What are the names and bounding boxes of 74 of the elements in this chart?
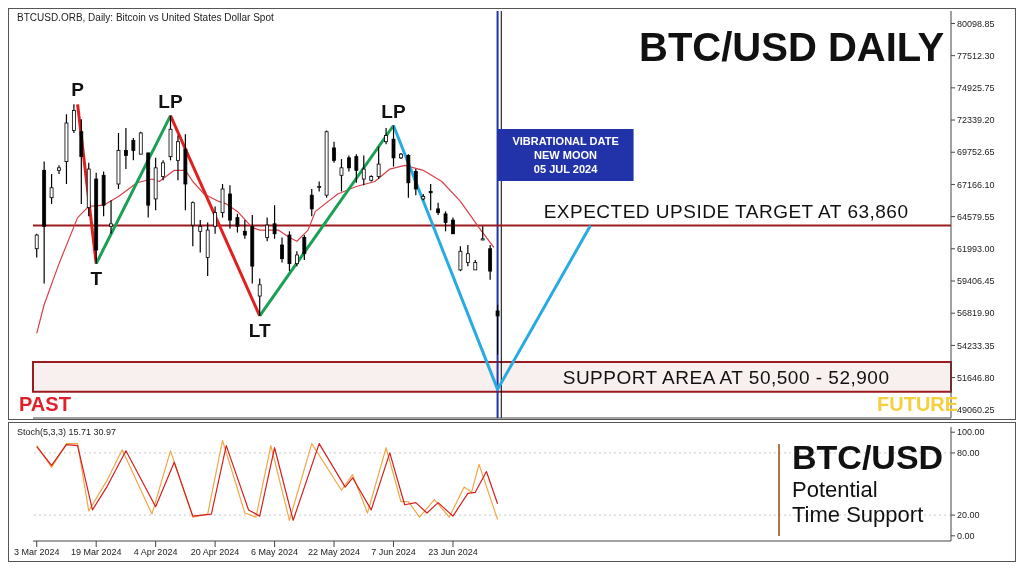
- x-tick-label: 19 Mar 2024: [70, 547, 122, 558]
- candlestick: [339, 158, 344, 193]
- candlestick: [265, 217, 270, 242]
- candlestick: [436, 202, 441, 216]
- candlestick: [124, 127, 128, 170]
- candlestick: [391, 124, 396, 168]
- ref-line-label: EXPECTED UPSIDE TARGET AT 63,860: [543, 200, 909, 222]
- candlestick: [176, 134, 180, 181]
- y-tick-label: 54233.35: [957, 340, 995, 351]
- x-tick-label: 7 Jun 2024: [371, 547, 416, 558]
- y-tick-label: 80.00: [957, 448, 980, 459]
- y-tick-label: 20.00: [957, 510, 980, 521]
- y-tick-label: 64579.55: [957, 211, 995, 222]
- candlestick: [198, 219, 203, 254]
- candlestick: [332, 141, 336, 164]
- x-tick-label: 20 Apr 2024: [190, 547, 240, 558]
- candlestick: [242, 219, 247, 240]
- candlestick: [413, 168, 418, 196]
- candlestick: [465, 244, 470, 267]
- candlestick: [71, 103, 76, 134]
- candlestick: [272, 204, 277, 240]
- candlestick: [458, 245, 463, 272]
- chart-title: Stoch(5,3,3) 15.71 30.97: [17, 427, 117, 437]
- candlestick: [354, 153, 359, 184]
- annotation: P: [71, 79, 85, 101]
- annotation: LT: [248, 320, 271, 342]
- y-tick-label: 67166.10: [957, 179, 995, 190]
- candlestick: [220, 183, 225, 219]
- candlestick: [57, 164, 61, 175]
- annotation: LP: [381, 100, 406, 122]
- candlestick: [443, 210, 448, 232]
- candlestick: [384, 127, 388, 145]
- candlestick: [109, 199, 113, 235]
- y-tick-label: 100.00: [957, 427, 985, 438]
- candlestick: [161, 159, 165, 181]
- candlestick: [257, 278, 262, 317]
- candlestick: [280, 236, 284, 264]
- chart-title: BTC/USD DAILY: [639, 25, 945, 70]
- x-tick-label: 3 Mar 2024: [13, 547, 60, 558]
- y-tick-label: 69752.65: [957, 147, 995, 158]
- annotation: PAST: [19, 393, 71, 416]
- y-tick-label: 80098.85: [957, 18, 995, 29]
- candlestick: [190, 200, 195, 247]
- candlestick: [49, 173, 54, 205]
- y-tick-label: 49060.25: [957, 404, 995, 415]
- candlestick: [302, 234, 307, 261]
- candlestick: [309, 188, 314, 217]
- annotation: Time Support: [792, 502, 925, 528]
- chart-subtitle: BTCUSD.ORB, Daily: Bitcoin vs United States Dollar Spot: [17, 12, 274, 23]
- x-tick-label: 23 Jun 2024: [428, 547, 478, 558]
- candlestick: [235, 213, 240, 234]
- ref-line-label: VIBRATIONAL DATE NEW MOON 05 JUL 2024: [512, 135, 619, 175]
- annotation: BTC/USD: [792, 438, 944, 478]
- x-tick-label: 6 May 2024: [251, 547, 299, 558]
- candlestick: [213, 205, 218, 235]
- annotation: T: [90, 268, 103, 290]
- y-tick-label: 74925.75: [957, 83, 995, 94]
- y-tick-label: 72339.20: [957, 115, 995, 126]
- annotation: LP: [158, 90, 183, 112]
- band-label: SUPPORT AREA AT 50,500 - 52,900: [562, 366, 890, 388]
- candlestick: [376, 146, 381, 180]
- y-tick-label: 77512.30: [957, 50, 995, 61]
- x-tick-label: 22 May 2024: [308, 547, 361, 558]
- y-tick-label: 59406.45: [957, 276, 995, 287]
- y-tick-label: 51646.80: [957, 372, 995, 383]
- x-tick-label: 4 Apr 2024: [133, 547, 178, 558]
- annotation: Potential: [792, 477, 879, 503]
- y-tick-label: 0.00: [957, 531, 975, 542]
- y-tick-label: 61993.00: [957, 244, 995, 255]
- candlestick: [428, 183, 433, 211]
- y-tick-label: 56819.90: [957, 308, 995, 319]
- candlestick: [488, 244, 493, 281]
- candlestick: [131, 137, 136, 161]
- candlestick: [361, 154, 366, 186]
